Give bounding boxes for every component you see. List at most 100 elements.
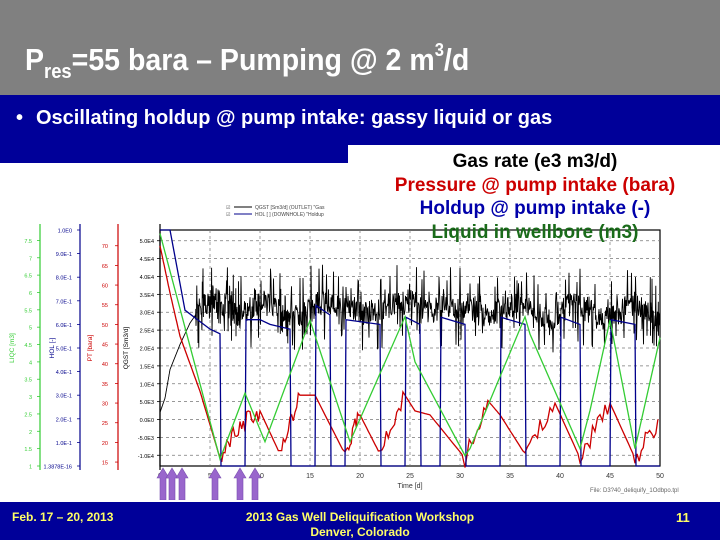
- x-tick-label: 15: [306, 473, 314, 480]
- y-tick-label: 25: [102, 421, 108, 427]
- y-tick-label: 3: [29, 395, 32, 401]
- y-axis-label: LIQC [m3]: [9, 333, 16, 363]
- y-tick-label: 15: [102, 461, 108, 467]
- legend-line-1: Pressure @ pump intake (bara): [394, 174, 676, 196]
- y-tick-label: 1.0E0: [58, 229, 72, 235]
- y-tick-label: 9.0E-1: [56, 252, 72, 258]
- y-tick-label: 1.5: [24, 447, 32, 453]
- file-tag: File: D3?40_deliquify_1Odbpo.tpl: [590, 488, 679, 494]
- inset-legend-entry: QGST [Sm3/d] (OUTLET) "Gas: [255, 205, 325, 211]
- y-tick-label: 3.0E-1: [56, 394, 72, 400]
- title-bar: [0, 0, 720, 95]
- y-tick-label: 4.5: [24, 343, 32, 349]
- legend-line-3: Liquid in wellbore (m3): [431, 221, 639, 243]
- footer-event-location: Denver, Colorado: [310, 525, 410, 539]
- y-tick-label: 40: [102, 362, 108, 368]
- y-tick-label: 4.5E4: [140, 257, 154, 263]
- y-axis-label: QGST [Sm3/d]: [123, 327, 130, 370]
- y-tick-label: 5: [29, 326, 32, 332]
- footer-bar: [0, 502, 720, 540]
- arrow-up-icon: [208, 467, 222, 500]
- arrow-up-icon: [165, 467, 179, 500]
- y-tick-label: 4.0E-1: [56, 370, 72, 376]
- bullet-band: [0, 95, 720, 145]
- y-tick-label: 45: [102, 343, 108, 349]
- y-tick-label: 3.0E4: [140, 311, 154, 317]
- title-suffix: /d: [443, 42, 470, 77]
- title-superscript: 3: [434, 40, 444, 60]
- y-tick-label: 7: [29, 256, 32, 262]
- y-tick-label: 5.0E-1: [56, 347, 72, 353]
- y-tick-label: 50: [102, 323, 108, 329]
- footer-date: Feb. 17 – 20, 2013: [12, 510, 114, 524]
- arrow-up-icon: [248, 467, 262, 500]
- y-tick-label: 65: [102, 264, 108, 270]
- bullet-point: • Oscillating holdup @ pump intake: gassy…: [16, 107, 552, 130]
- series-line: [160, 229, 660, 467]
- y-tick-label: 2.0E4: [140, 347, 154, 353]
- y-tick-label: 4.0E4: [140, 275, 154, 281]
- footer-event: 2013 Gas Well Deliquification Workshop D…: [210, 510, 510, 540]
- slide-title: Pres=55 bara – Pumping @ 2 m3/d: [25, 40, 469, 84]
- y-tick-label: 2.0E-1: [56, 417, 72, 423]
- x-tick-label: 45: [606, 473, 614, 480]
- y-tick-label: 3.5: [24, 378, 32, 384]
- y-tick-label: 7.5: [24, 239, 32, 245]
- time-series-chart: 05101520253035404550Time [d]7.576.565.55…: [9, 205, 664, 500]
- x-axis-label: Time [d]: [397, 483, 422, 490]
- y-tick-label: 2.5E4: [140, 329, 154, 335]
- y-tick-label: -1.0E4: [138, 454, 154, 460]
- y-tick-label: 60: [102, 284, 108, 290]
- y-tick-label: 1.3878E-16: [44, 465, 72, 471]
- y-tick-label: 6.5: [24, 274, 32, 280]
- y-tick-label: 5.5: [24, 308, 32, 314]
- arrow-up-icon: [233, 467, 247, 500]
- y-axis-label: HOL [-]: [49, 337, 56, 358]
- page-number: 11: [676, 510, 690, 525]
- y-tick-label: 55: [102, 303, 108, 309]
- title-main: =55 bara – Pumping @ 2 m: [71, 42, 435, 77]
- y-tick-label: 35: [102, 382, 108, 388]
- title-subscript: res: [44, 61, 72, 83]
- y-tick-label: 0.0E0: [140, 418, 154, 424]
- x-tick-label: 40: [556, 473, 564, 480]
- bullet-text: Oscillating holdup @ pump intake: gassy …: [36, 107, 553, 129]
- svg-text:☑: ☑: [226, 205, 231, 211]
- arrow-up-icon: [156, 467, 170, 500]
- series-legend-text: Gas rate (e3 m3/d) Pressure @ pump intake…: [350, 150, 720, 244]
- series-line: [159, 264, 661, 413]
- y-tick-label: 6.0E-1: [56, 323, 72, 329]
- y-axis-label: PT [bara]: [87, 335, 94, 362]
- y-tick-label: 1: [29, 465, 32, 471]
- legend-line-2: Holdup @ pump intake (-): [419, 198, 651, 219]
- svg-text:☑: ☑: [226, 212, 231, 218]
- inset-legend-entry: HOL [ ] (DOWNHOLE) "Holdup: [255, 212, 324, 218]
- y-tick-label: 8.0E-1: [56, 276, 72, 282]
- x-tick-label: 50: [656, 473, 664, 480]
- y-tick-label: 3.5E4: [140, 293, 154, 299]
- y-tick-label: 4: [29, 360, 32, 366]
- title-prefix: P: [25, 42, 45, 77]
- y-tick-label: 20: [102, 441, 108, 447]
- series-line: [159, 233, 661, 462]
- y-tick-label: 2: [29, 430, 32, 436]
- y-tick-label: 2.5: [24, 412, 32, 418]
- y-tick-label: 1.5E4: [140, 364, 154, 370]
- y-tick-label: 5.0E4: [140, 239, 154, 245]
- arrow-up-icon: [175, 467, 189, 500]
- y-tick-label: 30: [102, 402, 108, 408]
- x-tick-label: 30: [456, 473, 464, 480]
- legend-line-0: Gas rate (e3 m3/d): [452, 151, 618, 172]
- y-tick-label: 7.0E-1: [56, 299, 72, 305]
- y-tick-label: 1.0E-1: [56, 441, 72, 447]
- y-tick-label: 6: [29, 291, 32, 297]
- x-tick-label: 20: [356, 473, 364, 480]
- y-tick-label: 5.0E3: [140, 400, 154, 406]
- x-tick-label: 25: [406, 473, 414, 480]
- bullet-marker: •: [16, 107, 24, 129]
- y-tick-label: 1.0E4: [140, 382, 154, 388]
- y-tick-label: 70: [102, 244, 108, 250]
- bullet-band-extension: [0, 145, 348, 163]
- x-tick-label: 35: [506, 473, 514, 480]
- footer-event-title: 2013 Gas Well Deliquification Workshop: [245, 510, 475, 524]
